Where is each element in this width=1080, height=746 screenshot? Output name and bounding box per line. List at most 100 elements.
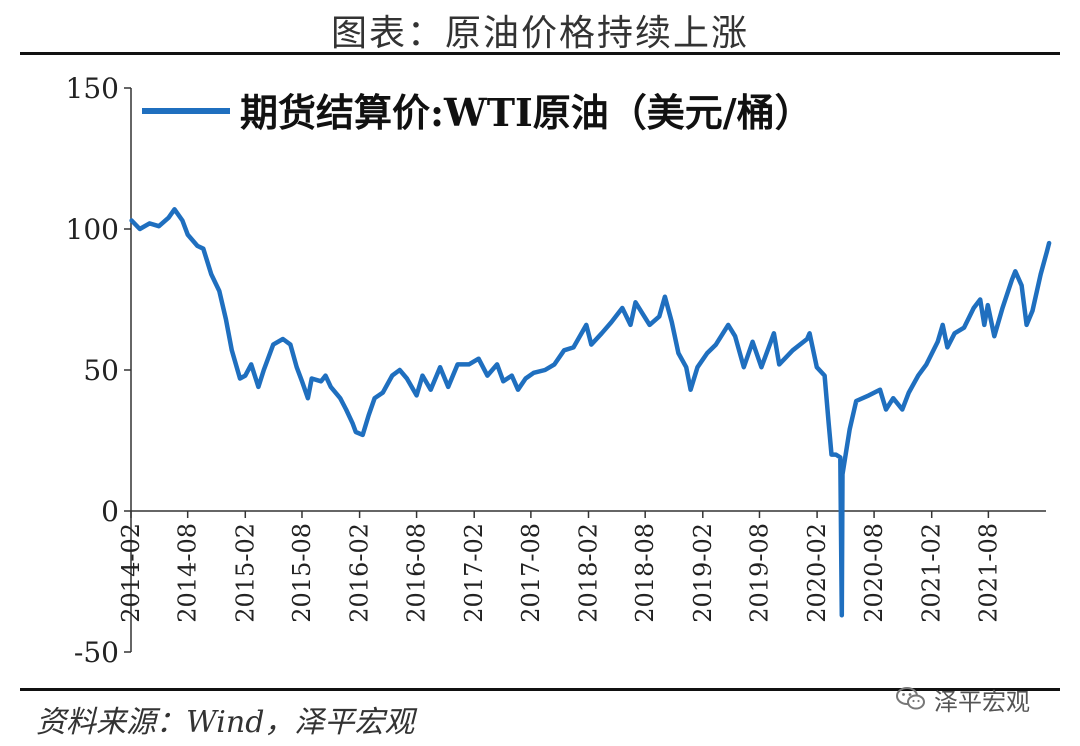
- data-point: [1039, 272, 1042, 276]
- data-point: [148, 222, 151, 225]
- x-tick-label: 2019-08: [745, 523, 773, 623]
- data-point: [986, 303, 989, 307]
- data-point: [696, 366, 699, 369]
- data-point: [173, 208, 176, 211]
- x-tick-label: 2016-02: [346, 523, 374, 623]
- data-point: [467, 363, 471, 366]
- watermark: 泽平宏观: [896, 682, 1030, 716]
- data-point: [867, 394, 870, 397]
- x-tick-label: 2015-08: [288, 523, 316, 623]
- x-tick-label: 2020-02: [803, 523, 831, 623]
- data-point: [398, 368, 401, 372]
- data-point: [733, 335, 737, 338]
- data-point: [993, 335, 996, 338]
- data-point: [447, 385, 450, 389]
- data-point: [218, 289, 221, 293]
- data-point: [532, 371, 535, 374]
- data-point: [677, 351, 680, 355]
- data-point: [1025, 323, 1028, 327]
- data-point: [815, 366, 818, 369]
- x-tick-label: 2014-08: [174, 523, 202, 623]
- x-tick-label: 2017-02: [460, 523, 488, 623]
- data-point: [429, 388, 432, 391]
- x-tick-label: 2015-02: [231, 523, 259, 623]
- data-point: [167, 216, 170, 219]
- data-point: [344, 408, 348, 411]
- data-point: [1031, 309, 1034, 312]
- data-point: [772, 332, 776, 335]
- data-point: [186, 233, 189, 236]
- data-point: [791, 349, 794, 352]
- data-point: [830, 453, 833, 456]
- x-tick-label: 2014-02: [117, 523, 145, 623]
- data-point: [495, 363, 499, 366]
- legend-label: 期货结算价:WTI原油（美元/桶）: [240, 90, 813, 135]
- data-point: [936, 340, 939, 343]
- data-point: [438, 366, 442, 369]
- data-point: [742, 366, 745, 369]
- data-point: [354, 430, 357, 434]
- data-point: [324, 374, 327, 377]
- x-tick-label: 2020-08: [860, 523, 888, 623]
- data-point: [502, 380, 505, 383]
- data-point: [572, 346, 575, 349]
- data-point: [805, 337, 809, 341]
- data-point: [840, 614, 843, 617]
- data-point: [827, 422, 830, 425]
- x-tick-label: 2021-08: [974, 523, 1002, 623]
- data-point: [339, 397, 342, 400]
- data-point: [634, 301, 637, 304]
- data-point: [130, 219, 133, 222]
- data-point: [367, 413, 370, 417]
- data-point: [319, 380, 323, 383]
- data-point: [585, 323, 588, 327]
- data-point: [157, 225, 161, 228]
- data-point: [848, 428, 851, 431]
- data-point: [415, 394, 418, 397]
- data-point: [405, 377, 409, 380]
- y-tick-label: 100: [66, 213, 119, 246]
- data-point: [310, 377, 313, 380]
- line-chart: -50 0 50 100 150 2014-02 2014-08 2015-02 2015-0…: [66, 72, 1052, 669]
- data-point: [329, 385, 332, 389]
- data-point: [751, 340, 754, 343]
- data-point: [373, 397, 376, 400]
- data-point: [962, 326, 966, 329]
- watermark-text: 泽平宏观: [934, 687, 1030, 716]
- data-point: [946, 346, 949, 349]
- data-point: [839, 456, 842, 459]
- data-point: [979, 298, 982, 301]
- data-point: [262, 368, 265, 372]
- data-point: [351, 422, 354, 425]
- data-point: [670, 320, 673, 324]
- y-tick-label: 50: [83, 354, 119, 387]
- data-point: [230, 349, 233, 352]
- data-point: [600, 332, 603, 335]
- data-point: [562, 349, 566, 352]
- data-point: [925, 363, 928, 366]
- data-point: [456, 363, 459, 366]
- data-point: [196, 244, 199, 248]
- data-point: [706, 351, 709, 355]
- data-point: [953, 332, 956, 335]
- data-point: [181, 219, 184, 222]
- data-point: [238, 377, 242, 380]
- y-axis: -50 0 50 100 150: [66, 72, 132, 669]
- data-point: [689, 388, 692, 391]
- data-point: [901, 408, 904, 411]
- data-point: [1020, 284, 1023, 287]
- source-note: 资料来源：Wind，泽平宏观: [36, 705, 415, 740]
- bottom-divider: [20, 688, 1060, 691]
- data-point: [1047, 241, 1051, 245]
- data-point: [257, 385, 260, 389]
- data-point: [516, 388, 520, 391]
- data-point: [834, 453, 838, 456]
- x-tick-label: 2017-08: [517, 523, 545, 623]
- data-point: [629, 323, 632, 327]
- data-point: [917, 374, 920, 377]
- series-layer: [129, 207, 1052, 618]
- data-point: [486, 374, 489, 377]
- data-point: [778, 363, 781, 366]
- data-point: [138, 227, 141, 231]
- data-point: [1001, 306, 1004, 310]
